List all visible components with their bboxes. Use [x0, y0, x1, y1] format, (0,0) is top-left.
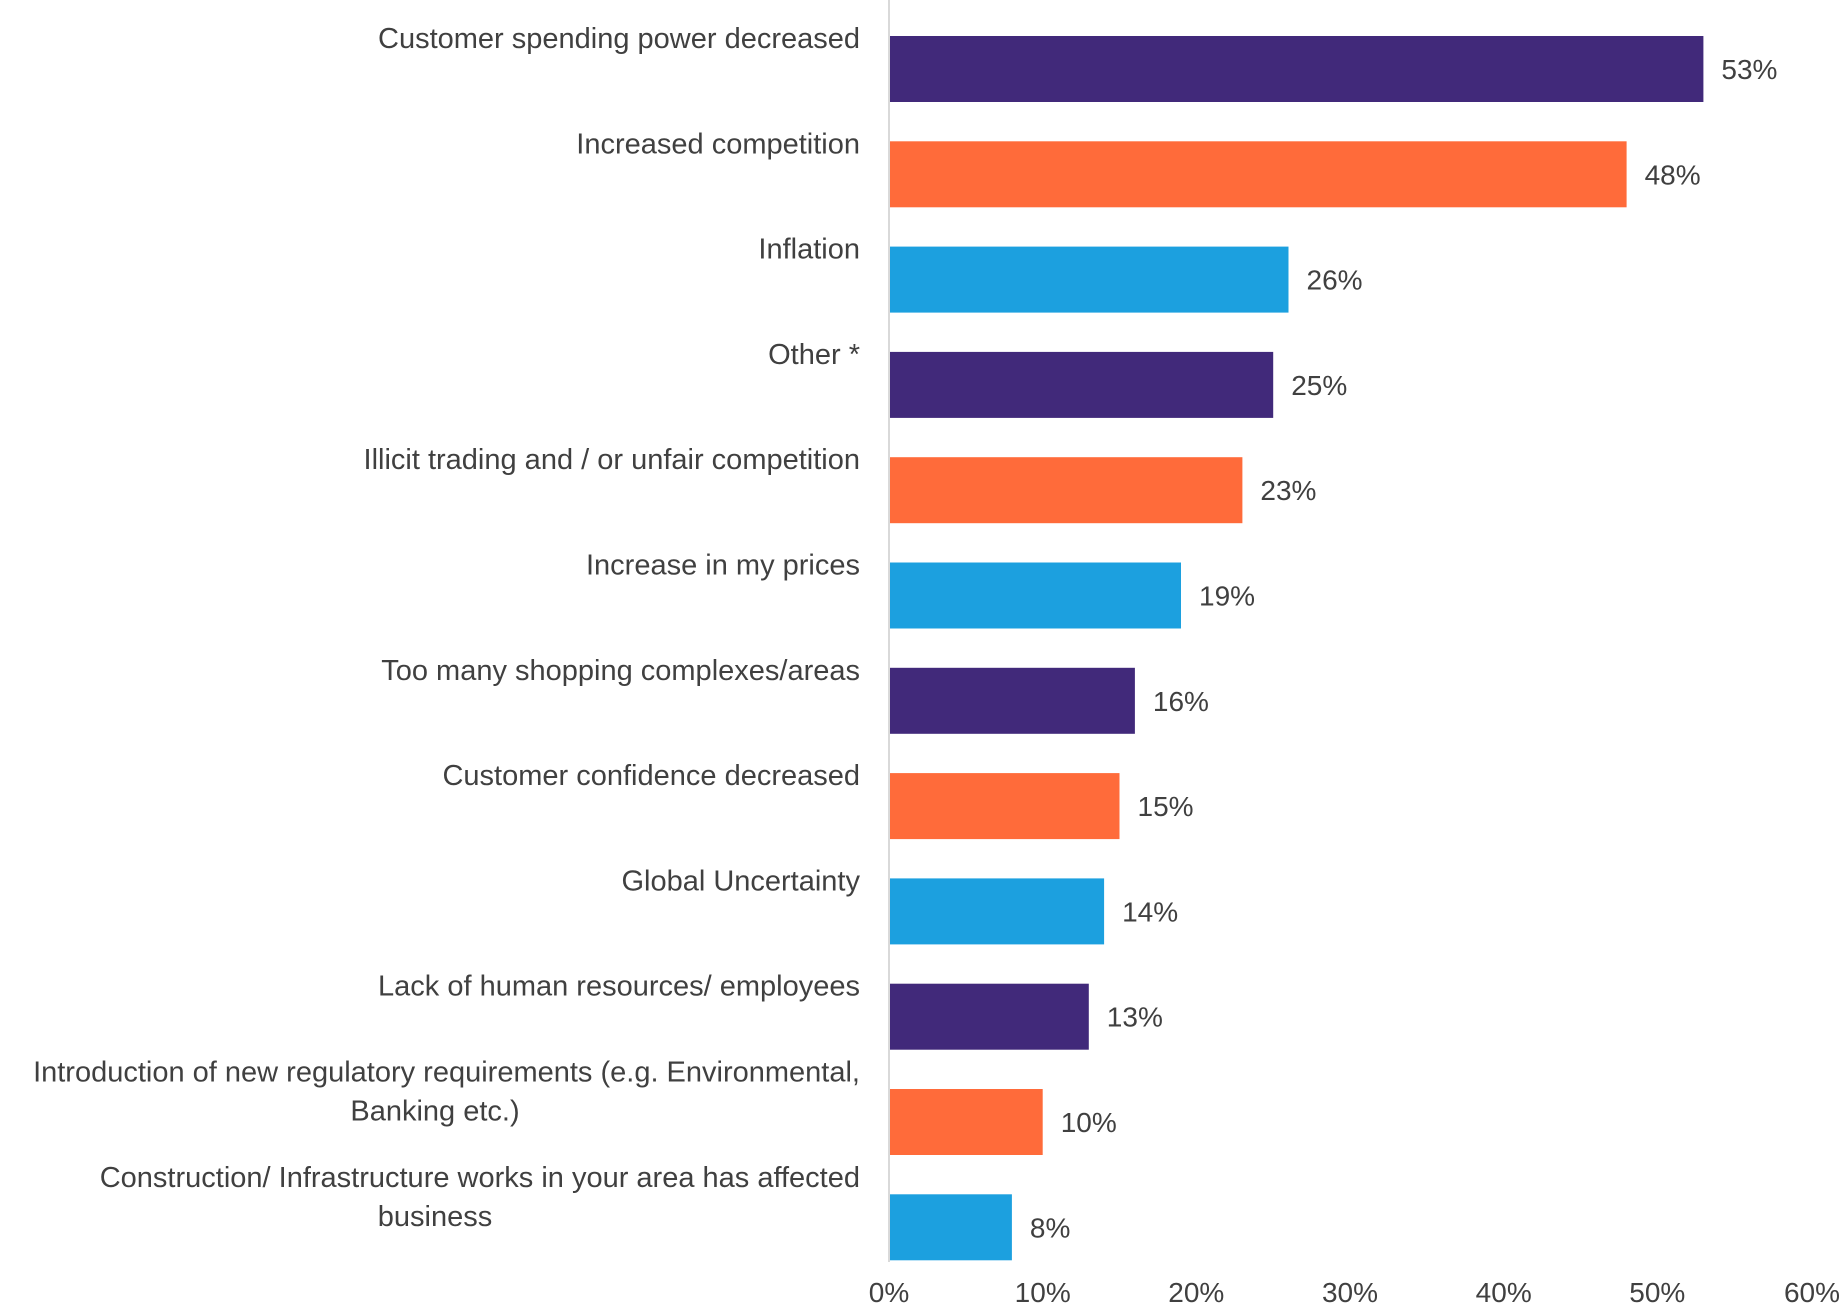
bar-1	[889, 141, 1627, 208]
data-label-11: 8%	[1030, 1212, 1070, 1243]
data-labels: 53% 48% 26% 25% 23% 19% 16% 15% 14% 13% 10% 8%	[1030, 54, 1778, 1243]
bar-3	[889, 351, 1274, 418]
data-label-9: 13%	[1107, 1002, 1163, 1033]
x-tick-label-0: 0%	[869, 1277, 909, 1308]
data-label-1: 48%	[1645, 159, 1701, 190]
category-labels: Customer spending power decreased Increas…	[33, 23, 860, 1233]
category-label-1-line-0: Increased competition	[576, 128, 860, 160]
bars-layer	[889, 36, 1704, 1261]
bar-0	[889, 36, 1704, 102]
data-label-7: 15%	[1138, 791, 1194, 822]
category-label-11-line-1: business	[378, 1201, 492, 1233]
data-label-0: 53%	[1721, 54, 1777, 85]
data-label-5: 19%	[1199, 581, 1255, 612]
category-label-10-line-0: Introduction of new regulatory requireme…	[33, 1057, 860, 1089]
category-label-11-line-0: Construction/ Infrastructure works in yo…	[100, 1162, 860, 1194]
category-label-8-line-0: Global Uncertainty	[621, 865, 860, 897]
data-label-10: 10%	[1061, 1107, 1117, 1138]
data-label-3: 25%	[1291, 370, 1347, 401]
bar-7	[889, 773, 1120, 840]
category-label-2-line-0: Inflation	[758, 234, 860, 266]
x-tick-label-1: 10%	[1015, 1277, 1071, 1308]
category-label-5-line-0: Increase in my prices	[586, 550, 860, 582]
data-label-6: 16%	[1153, 686, 1209, 717]
data-label-4: 23%	[1260, 475, 1316, 506]
bar-11	[889, 1194, 1012, 1261]
category-label-6-line-0: Too many shopping complexes/areas	[381, 655, 860, 687]
x-tick-label-5: 50%	[1629, 1277, 1685, 1308]
x-tick-label-4: 40%	[1476, 1277, 1532, 1308]
data-label-2: 26%	[1307, 265, 1363, 296]
x-tick-label-3: 30%	[1322, 1277, 1378, 1308]
x-axis-ticks: 0% 10% 20% 30% 40% 50% 60%	[869, 1277, 1840, 1308]
data-label-8: 14%	[1122, 896, 1178, 927]
x-tick-label-2: 20%	[1168, 1277, 1224, 1308]
category-label-10-line-1: Banking etc.)	[350, 1096, 519, 1128]
category-label-4-line-0: Illicit trading and / or unfair competit…	[364, 444, 860, 476]
bar-8	[889, 878, 1105, 945]
category-label-0-line-0: Customer spending power decreased	[378, 23, 860, 55]
category-label-9-line-0: Lack of human resources/ employees	[378, 971, 860, 1003]
category-label-7-line-0: Customer confidence decreased	[442, 760, 860, 792]
category-label-3-line-0: Other *	[768, 339, 860, 371]
x-tick-label-6: 60%	[1784, 1277, 1840, 1308]
bar-4	[889, 457, 1243, 524]
bar-10	[889, 1089, 1043, 1155]
bar-9	[889, 983, 1089, 1050]
bar-6	[889, 667, 1135, 734]
bar-5	[889, 562, 1181, 629]
bar-2	[889, 246, 1289, 313]
